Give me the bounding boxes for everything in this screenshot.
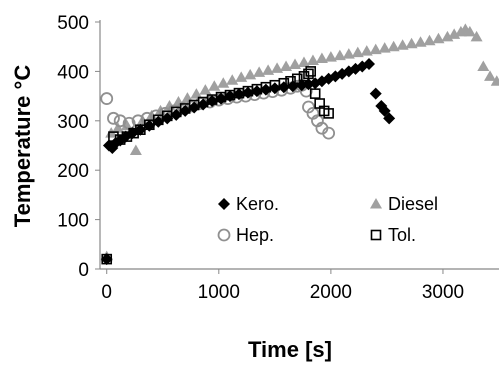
data-point-diesel-marker-43 (463, 25, 476, 37)
data-point-tol-marker-30 (323, 108, 334, 119)
data-point-diesel-marker-14 (217, 77, 230, 88)
legend-label-diesel: Diesel (388, 194, 438, 214)
data-point-diesel-marker-2 (111, 122, 124, 133)
data-point-diesel-marker-12 (199, 84, 212, 95)
data-point-diesel-marker-22 (289, 58, 302, 69)
data-point-diesel-marker-4 (129, 144, 142, 155)
data-point-kero-marker-20 (250, 85, 263, 98)
data-point-kero-marker-39 (383, 112, 396, 125)
y-tick-label: 400 (57, 62, 89, 83)
data-point-kero-marker-14 (197, 98, 210, 111)
data-point-diesel-marker-17 (244, 68, 257, 80)
data-point-kero-marker-17 (224, 90, 237, 103)
data-point-diesel-marker-25 (315, 52, 328, 64)
data-point-kero-marker-24 (286, 80, 299, 93)
data-point-tol-marker-26 (305, 66, 317, 77)
data-point-tol-marker-23 (291, 73, 303, 85)
data-point-kero-marker-0 (100, 253, 113, 266)
data-point-diesel-marker-44 (470, 30, 483, 42)
data-markers (100, 23, 499, 266)
data-point-diesel-marker-3 (120, 119, 133, 131)
data-point-hep-marker-25 (302, 100, 315, 114)
y-tick-labels: 0 100 200 300 400 500 (57, 13, 89, 281)
legend-hep-marker (217, 228, 231, 242)
data-point-kero-marker-23 (277, 81, 290, 94)
data-point-hep-marker-0 (100, 92, 114, 105)
x-tick-label: 0 (101, 282, 112, 303)
data-point-diesel-marker-35 (405, 37, 418, 49)
data-point-hep-marker-1 (107, 111, 120, 125)
x-tick-label: 2000 (310, 282, 352, 303)
data-point-diesel-marker-24 (306, 54, 319, 66)
data-point-kero-marker-18 (232, 88, 245, 101)
data-point-diesel-marker-19 (262, 64, 275, 75)
x-tick-label: 1000 (198, 282, 240, 303)
data-point-kero-marker-12 (179, 104, 192, 117)
data-point-diesel-marker-34 (396, 39, 409, 50)
data-point-hep-marker-2 (113, 114, 127, 128)
data-point-diesel-marker-18 (253, 66, 266, 77)
data-point-kero-marker-13 (188, 101, 201, 114)
data-point-kero-marker-8 (143, 119, 156, 132)
data-point-diesel-marker-16 (235, 71, 248, 82)
y-tick-label: 500 (57, 13, 89, 34)
legend-label-tol: Tol. (388, 225, 416, 245)
data-point-kero-marker-21 (259, 83, 272, 96)
data-point-kero-marker-15 (206, 95, 219, 108)
data-point-diesel-marker-46 (484, 70, 497, 81)
legend: Kero. Diesel Hep. Tol. (217, 194, 438, 245)
data-point-diesel-marker-33 (387, 40, 400, 52)
data-point-diesel-marker-47 (490, 75, 499, 86)
x-tick-label: 3000 (422, 282, 464, 303)
data-point-kero-marker-6 (126, 127, 139, 140)
data-point-kero-marker-19 (241, 86, 254, 99)
data-point-hep-marker-29 (322, 126, 336, 140)
y-axis-title: Temperature °C (10, 65, 35, 228)
data-point-diesel-marker-37 (423, 34, 436, 46)
x-tick-labels: 0 1000 2000 3000 (101, 282, 464, 303)
data-point-diesel-marker-38 (432, 32, 445, 44)
data-point-diesel-marker-15 (226, 74, 239, 85)
data-point-diesel-marker-23 (297, 56, 310, 68)
data-point-kero-marker-16 (215, 92, 228, 105)
y-tick-label: 200 (57, 161, 89, 182)
x-axis-title: Time [s] (248, 337, 332, 362)
data-point-diesel-marker-27 (333, 49, 346, 61)
legend-label-kero: Kero. (236, 194, 279, 214)
data-point-diesel-marker-29 (351, 46, 364, 58)
y-tick-label: 0 (78, 260, 89, 281)
legend-tol-marker (370, 229, 382, 241)
data-point-kero-marker-11 (170, 108, 183, 121)
data-point-diesel-marker-45 (477, 60, 490, 71)
data-point-diesel-marker-21 (280, 60, 293, 71)
data-point-diesel-marker-30 (360, 45, 373, 56)
data-point-diesel-marker-36 (414, 36, 427, 47)
data-point-diesel-marker-11 (190, 88, 203, 99)
axes (95, 20, 499, 274)
data-point-kero-marker-10 (161, 112, 174, 125)
y-tick-label: 300 (57, 112, 89, 133)
data-point-diesel-marker-20 (271, 62, 284, 73)
data-point-diesel-marker-26 (324, 51, 337, 62)
data-point-kero-marker-7 (134, 123, 147, 136)
y-tick-label: 100 (57, 211, 89, 232)
data-point-kero-marker-35 (362, 57, 375, 70)
data-point-diesel-marker-31 (369, 43, 382, 55)
legend-kero-marker (218, 198, 230, 210)
data-point-diesel-marker-13 (208, 80, 221, 91)
data-point-kero-marker-22 (268, 82, 281, 95)
legend-diesel-marker (370, 198, 382, 209)
data-point-kero-marker-9 (152, 115, 165, 128)
data-point-diesel-marker-32 (378, 42, 391, 53)
data-point-kero-marker-36 (369, 87, 382, 100)
data-point-diesel-marker-28 (342, 48, 355, 59)
legend-label-hep: Hep. (236, 225, 274, 245)
